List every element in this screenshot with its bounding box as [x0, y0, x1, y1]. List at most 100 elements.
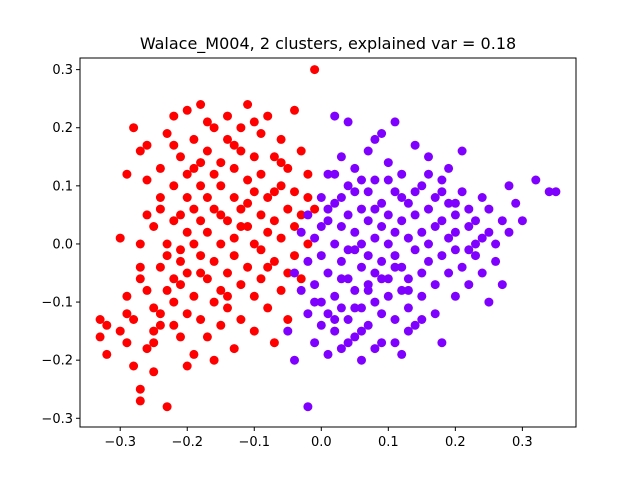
scatter-point: [209, 169, 219, 179]
scatter-point: [370, 233, 380, 243]
scatter-point: [269, 216, 279, 226]
scatter-point: [450, 227, 460, 237]
scatter-point: [310, 233, 320, 243]
scatter-point: [176, 245, 185, 255]
scatter-point: [437, 216, 447, 226]
scatter-point: [202, 193, 212, 202]
scatter-point: [370, 134, 380, 144]
scatter-point: [450, 245, 460, 255]
scatter-point: [437, 175, 447, 185]
scatter-point: [243, 175, 253, 185]
scatter-point: [189, 349, 199, 359]
scatter-point: [283, 163, 293, 173]
scatter-point: [437, 338, 447, 348]
scatter-point: [249, 152, 259, 162]
scatter-point: [424, 239, 433, 249]
scatter-point: [343, 338, 353, 348]
scatter-point: [209, 297, 219, 307]
scatter-point: [196, 268, 206, 278]
scatter-point: [162, 239, 172, 249]
scatter-point: [336, 344, 346, 354]
scatter-point: [155, 262, 165, 272]
scatter-point: [323, 204, 333, 214]
scatter-point: [223, 111, 232, 121]
scatter-point: [417, 291, 427, 301]
scatter-point: [303, 309, 313, 319]
scatter-point: [343, 210, 353, 220]
scatter-point: [450, 291, 460, 301]
scatter-point: [430, 193, 440, 202]
scatter-point: [336, 303, 346, 313]
scatter-point: [450, 210, 460, 220]
scatter-point: [336, 256, 346, 266]
scatter-point: [397, 349, 407, 359]
scatter-point: [377, 338, 387, 348]
scatter-point: [497, 216, 507, 226]
scatter-point: [276, 233, 286, 243]
scatter-point: [182, 268, 192, 278]
scatter-point: [383, 274, 393, 284]
scatter-point: [410, 140, 420, 150]
scatter-point: [176, 152, 185, 162]
scatter-point: [464, 280, 474, 290]
scatter-point: [390, 227, 400, 237]
axes-layer: −0.3 −0.2 −0.1 0.0 0.1 0.2 0.3 −0.3 −0.2 −0.1 0.0 0…: [41, 63, 532, 450]
scatter-point: [444, 233, 454, 243]
scatter-point: [169, 216, 179, 226]
scatter-point: [216, 181, 226, 191]
scatter-point: [350, 245, 360, 255]
scatter-point: [363, 285, 373, 295]
scatter-point: [410, 320, 420, 330]
scatter-point: [403, 303, 413, 313]
scatter-point: [243, 100, 253, 109]
scatter-point: [323, 169, 333, 179]
scatter-point: [176, 210, 185, 220]
scatter-point: [417, 315, 427, 324]
scatter-point: [303, 210, 313, 220]
scatter-point: [202, 274, 212, 284]
scatter-point: [182, 309, 192, 319]
scatter-point: [464, 222, 474, 231]
scatter-point: [290, 222, 299, 231]
scatter-point: [357, 204, 366, 214]
scatter-point: [202, 146, 212, 156]
scatter-point: [276, 181, 286, 191]
scatter-point: [350, 303, 360, 313]
scatter-point: [363, 251, 373, 261]
scatter-point: [216, 320, 226, 330]
scatter-point: [390, 117, 400, 127]
scatter-point: [424, 152, 433, 162]
scatter-point: [155, 309, 165, 319]
scatter-point: [471, 251, 480, 261]
scatter-point: [390, 262, 400, 272]
scatter-point: [169, 111, 179, 121]
scatter-point: [209, 204, 219, 214]
scatter-point: [236, 123, 246, 133]
scatter-point: [155, 320, 165, 330]
scatter-point: [316, 222, 326, 231]
scatter-point: [336, 222, 346, 231]
scatter-point: [350, 163, 360, 173]
scatter-point: [350, 227, 360, 237]
scatter-point: [182, 227, 192, 237]
scatter-point: [263, 227, 273, 237]
scatter-point: [236, 222, 246, 231]
scatter-point: [189, 134, 199, 144]
scatter-point: [437, 187, 447, 197]
scatter-point: [403, 274, 413, 284]
scatter-point: [511, 198, 521, 208]
scatter-point: [149, 367, 159, 377]
scatter-point: [357, 262, 366, 272]
scatter-point: [243, 222, 253, 231]
scatter-point: [249, 239, 259, 249]
scatter-point: [276, 285, 286, 295]
scatter-point: [330, 169, 340, 179]
scatter-point: [162, 402, 172, 412]
scatter-point: [464, 204, 474, 214]
scatter-point: [236, 315, 246, 324]
scatter-point: [410, 187, 420, 197]
scatter-point: [122, 309, 132, 319]
scatter-point: [343, 117, 353, 127]
scatter-point: [544, 187, 554, 197]
scatter-point: [182, 105, 192, 115]
